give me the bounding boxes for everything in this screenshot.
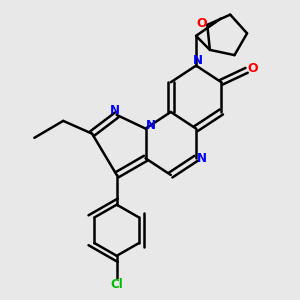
Text: N: N (110, 104, 120, 117)
Text: N: N (197, 152, 207, 165)
Text: O: O (196, 17, 207, 30)
Text: O: O (248, 62, 258, 75)
Text: Cl: Cl (110, 278, 123, 291)
Text: N: N (193, 54, 202, 67)
Text: N: N (146, 119, 156, 132)
